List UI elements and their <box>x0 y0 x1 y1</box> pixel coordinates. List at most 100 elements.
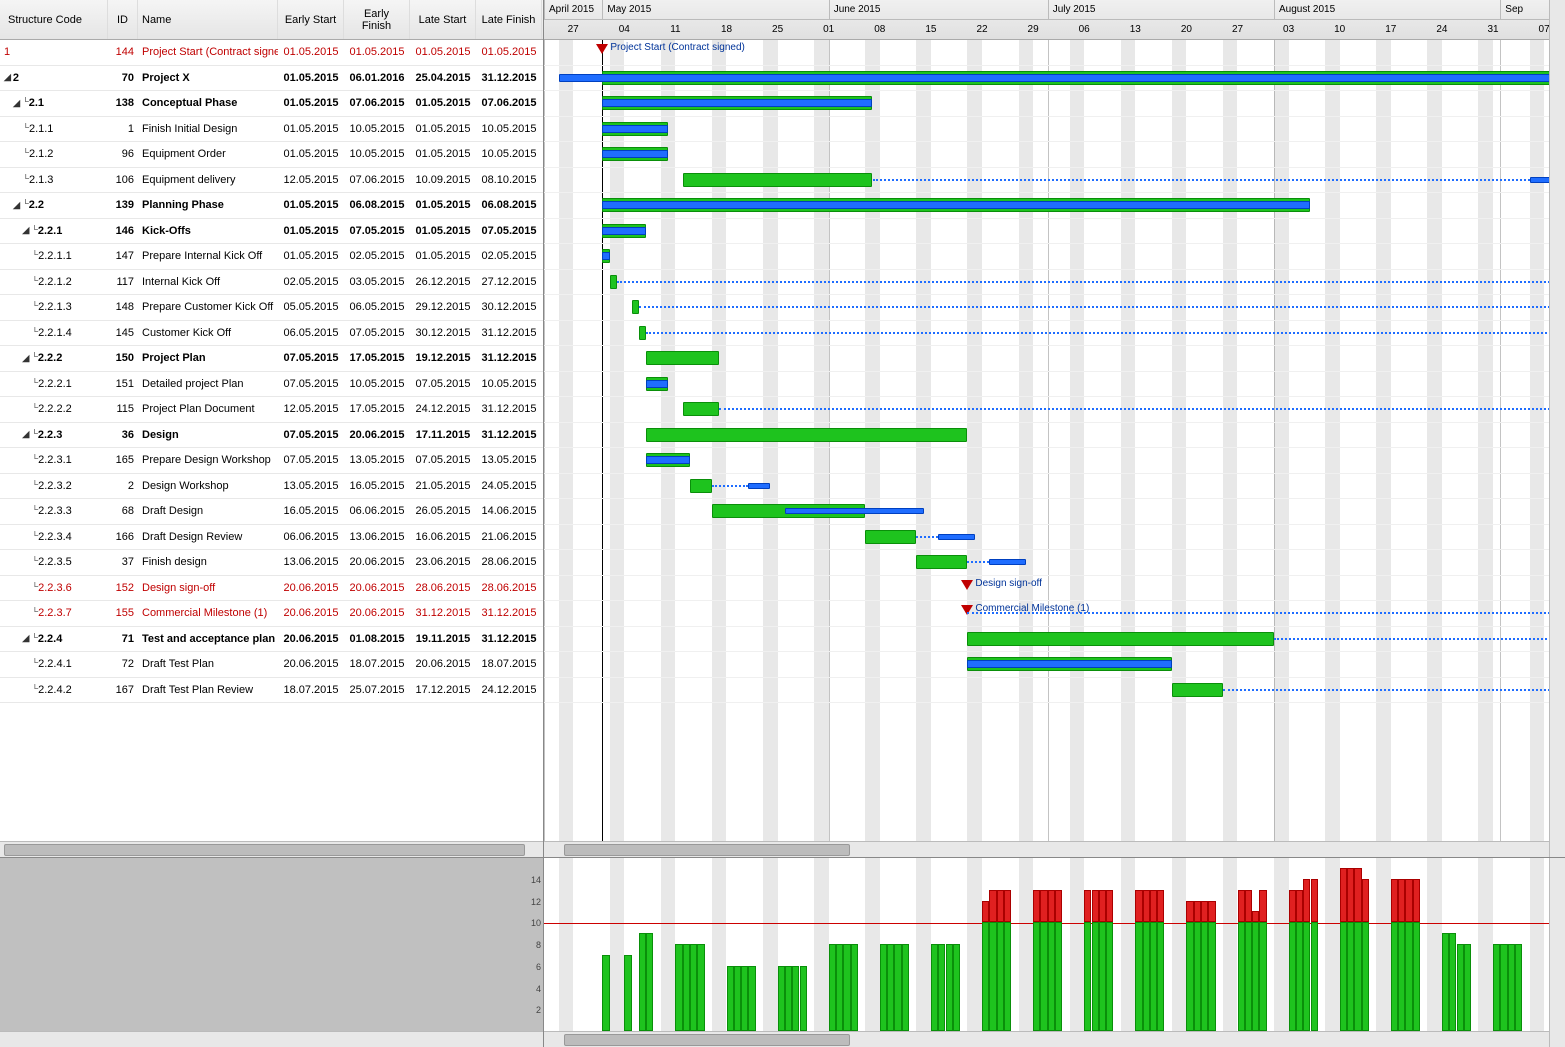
histogram-bar[interactable] <box>880 944 887 1031</box>
gantt-row[interactable]: Commercial Milestone (1) <box>544 601 1565 627</box>
histogram-bar[interactable] <box>1515 944 1522 1031</box>
histogram-bar[interactable] <box>1092 922 1099 1031</box>
col-early-start[interactable]: Early Start <box>278 0 344 39</box>
histogram-bar[interactable] <box>734 966 741 1031</box>
gantt-row[interactable]: Design sign-off <box>544 576 1565 602</box>
histogram-bar[interactable] <box>989 922 996 1031</box>
gantt-row[interactable] <box>544 244 1565 270</box>
histogram-bar[interactable] <box>902 944 909 1031</box>
histogram-overload-bar[interactable] <box>1238 890 1245 923</box>
gantt-late-bar[interactable] <box>602 201 1310 209</box>
histogram-hscroll-thumb[interactable] <box>564 1034 850 1046</box>
histogram-bar[interactable] <box>1259 922 1266 1031</box>
gantt-row[interactable] <box>544 219 1565 245</box>
gantt-bar[interactable] <box>967 632 1274 646</box>
gantt-row[interactable] <box>544 321 1565 347</box>
histogram-overload-bar[interactable] <box>1106 890 1113 923</box>
histogram-overload-bar[interactable] <box>1296 890 1303 923</box>
collapse-icon[interactable]: ◢ <box>13 200 20 211</box>
gantt-row[interactable] <box>544 678 1565 704</box>
gantt-row[interactable] <box>544 627 1565 653</box>
histogram-bar[interactable] <box>1099 922 1106 1031</box>
gantt-late-bar[interactable] <box>602 125 668 133</box>
table-hscroll-thumb[interactable] <box>4 844 525 856</box>
table-row[interactable]: └2.2.1.1147Prepare Internal Kick Off01.0… <box>0 244 543 270</box>
gantt-row[interactable] <box>544 346 1565 372</box>
gantt-late-bar[interactable] <box>967 660 1171 668</box>
gantt-row[interactable] <box>544 499 1565 525</box>
gantt-row[interactable] <box>544 474 1565 500</box>
histogram-bar[interactable] <box>1033 922 1040 1031</box>
gantt-row[interactable]: Project Start (Contract signed) <box>544 40 1565 66</box>
histogram-bar[interactable] <box>1004 922 1011 1031</box>
histogram-overload-bar[interactable] <box>1157 890 1164 923</box>
col-id[interactable]: ID <box>108 0 138 39</box>
histogram-bar[interactable] <box>1303 922 1310 1031</box>
table-row[interactable]: └2.2.3.7155Commercial Milestone (1)20.06… <box>0 601 543 627</box>
collapse-icon[interactable]: ◢ <box>22 353 29 364</box>
histogram-overload-bar[interactable] <box>1004 890 1011 923</box>
histogram-bar[interactable] <box>1398 922 1405 1031</box>
histogram-bar[interactable] <box>1186 922 1193 1031</box>
histogram-overload-bar[interactable] <box>1186 901 1193 923</box>
histogram-bar[interactable] <box>727 966 734 1031</box>
histogram-overload-bar[interactable] <box>989 890 996 923</box>
collapse-icon[interactable]: ◢ <box>4 72 11 83</box>
histogram-bar[interactable] <box>1449 933 1456 1031</box>
gantt-row[interactable] <box>544 448 1565 474</box>
col-structure[interactable]: Structure Code <box>0 0 108 39</box>
gantt-bar[interactable] <box>632 300 639 314</box>
histogram-bar[interactable] <box>800 966 807 1031</box>
histogram-bar[interactable] <box>675 944 682 1031</box>
histogram-bar[interactable] <box>1055 922 1062 1031</box>
table-row[interactable]: └2.2.1.3148Prepare Customer Kick Off05.0… <box>0 295 543 321</box>
histogram-overload-bar[interactable] <box>1413 879 1420 923</box>
gantt-late-bar[interactable] <box>602 227 646 235</box>
histogram-bar[interactable] <box>741 966 748 1031</box>
histogram-bar[interactable] <box>1106 922 1113 1031</box>
histogram-left-hscroll[interactable] <box>0 1031 543 1047</box>
table-row[interactable]: ◢└2.2.336Design07.05.201520.06.201517.11… <box>0 423 543 449</box>
gantt-bar[interactable] <box>683 173 873 187</box>
gantt-late-bar[interactable] <box>646 456 690 464</box>
histogram-overload-bar[interactable] <box>982 901 989 923</box>
gantt-hscroll-thumb[interactable] <box>564 844 850 856</box>
histogram-overload-bar[interactable] <box>1092 890 1099 923</box>
table-row[interactable]: └2.2.3.6152Design sign-off20.06.201520.0… <box>0 576 543 602</box>
histogram-overload-bar[interactable] <box>997 890 1004 923</box>
histogram-overload-bar[interactable] <box>1040 890 1047 923</box>
histogram-overload-bar[interactable] <box>1259 890 1266 923</box>
histogram-bar[interactable] <box>683 944 690 1031</box>
histogram-bar[interactable] <box>1201 922 1208 1031</box>
gantt-late-bar[interactable] <box>646 380 668 388</box>
histogram-bar[interactable] <box>602 955 609 1031</box>
gantt-bar[interactable] <box>683 402 720 416</box>
gantt-row[interactable] <box>544 193 1565 219</box>
histogram-bar[interactable] <box>1508 944 1515 1031</box>
col-name[interactable]: Name <box>138 0 278 39</box>
histogram-vscroll[interactable] <box>1549 858 1565 1047</box>
gantt-vscroll[interactable] <box>1549 0 1565 857</box>
gantt-row[interactable] <box>544 372 1565 398</box>
gantt-late-bar[interactable] <box>938 534 975 540</box>
table-row[interactable]: └2.2.3.4166Draft Design Review06.06.2015… <box>0 525 543 551</box>
gantt-row[interactable] <box>544 270 1565 296</box>
histogram-bar[interactable] <box>1238 922 1245 1031</box>
histogram-bar[interactable] <box>1048 922 1055 1031</box>
table-row[interactable]: 1144Project Start (Contract signed)01.05… <box>0 40 543 66</box>
histogram-overload-bar[interactable] <box>1347 868 1354 922</box>
histogram-bar[interactable] <box>1413 922 1420 1031</box>
histogram-bar[interactable] <box>792 966 799 1031</box>
histogram-overload-bar[interactable] <box>1084 890 1091 923</box>
histogram-bar[interactable] <box>1296 922 1303 1031</box>
col-late-finish[interactable]: Late Finish <box>476 0 542 39</box>
table-row[interactable]: ◢└2.2.2150Project Plan07.05.201517.05.20… <box>0 346 543 372</box>
histogram-body[interactable] <box>544 858 1549 1031</box>
table-row[interactable]: ◢└2.2.1146Kick-Offs01.05.201507.05.20150… <box>0 219 543 245</box>
histogram-bar[interactable] <box>1289 922 1296 1031</box>
histogram-overload-bar[interactable] <box>1289 890 1296 923</box>
histogram-bar[interactable] <box>1340 922 1347 1031</box>
histogram-bar[interactable] <box>748 966 755 1031</box>
gantt-row[interactable] <box>544 91 1565 117</box>
histogram-bar[interactable] <box>1040 922 1047 1031</box>
